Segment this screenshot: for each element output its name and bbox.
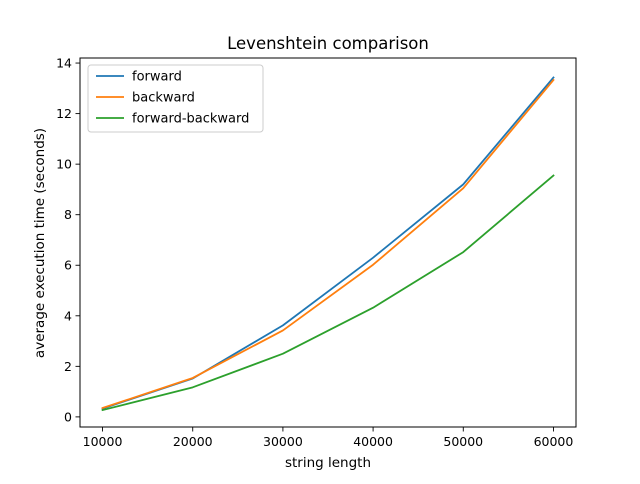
y-tick-label: 6 — [64, 258, 72, 273]
x-tick-label: 20000 — [173, 434, 213, 449]
x-tick-label: 50000 — [443, 434, 483, 449]
legend-label: forward-backward — [132, 112, 249, 127]
x-tick-label: 40000 — [353, 434, 393, 449]
y-tick-label: 0 — [64, 409, 72, 424]
y-tick-label: 12 — [56, 106, 72, 121]
y-tick-label: 8 — [64, 207, 72, 222]
x-tick-label: 30000 — [263, 434, 303, 449]
x-tick-label: 10000 — [83, 434, 123, 449]
x-axis-label: string length — [285, 455, 371, 471]
legend-label: backward — [132, 91, 195, 106]
y-axis-ticks: 0 2 4 6 8 10 12 14 — [56, 56, 80, 424]
series-layer — [101, 76, 555, 412]
legend-frame — [87, 64, 264, 133]
y-axis-label: average execution time (seconds) — [32, 128, 48, 358]
legend-items: forward backward forward-backward — [96, 70, 249, 127]
x-axis-ticks: 10000 20000 30000 40000 50000 60000 — [83, 427, 574, 449]
legend: forward backward forward-backward — [87, 64, 264, 133]
series-line-forward-backward — [101, 174, 555, 412]
y-tick-label: 2 — [64, 359, 72, 374]
x-tick-label: 60000 — [534, 434, 574, 449]
y-tick-label: 10 — [56, 157, 72, 172]
plot-area — [79, 57, 577, 428]
y-tick-label: 14 — [56, 56, 72, 71]
series-line-backward — [101, 78, 555, 410]
legend-label: forward — [132, 70, 182, 85]
chart-title: Levenshtein comparison — [227, 34, 429, 53]
y-tick-label: 4 — [64, 308, 72, 323]
axes-frame — [79, 57, 577, 428]
